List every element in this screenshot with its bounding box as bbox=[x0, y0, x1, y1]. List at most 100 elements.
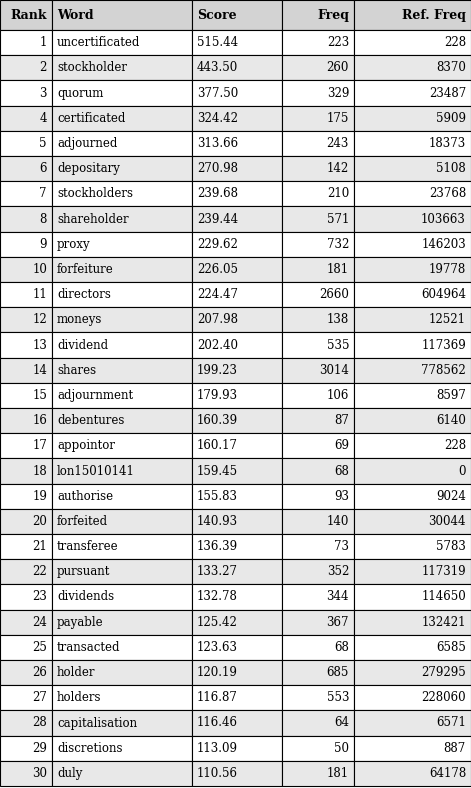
Text: 14: 14 bbox=[32, 364, 47, 377]
Text: discretions: discretions bbox=[57, 742, 122, 755]
Bar bbox=[52, 383, 192, 408]
Bar bbox=[354, 80, 471, 106]
Bar bbox=[282, 0, 354, 30]
Bar bbox=[282, 408, 354, 433]
Bar bbox=[192, 333, 282, 358]
Text: 12521: 12521 bbox=[429, 314, 466, 326]
Bar bbox=[192, 484, 282, 509]
Text: Word: Word bbox=[57, 9, 94, 21]
Bar bbox=[52, 635, 192, 660]
Text: forfeited: forfeited bbox=[57, 515, 108, 528]
Bar bbox=[354, 55, 471, 80]
Bar bbox=[282, 635, 354, 660]
Text: 117369: 117369 bbox=[421, 339, 466, 351]
Bar bbox=[282, 156, 354, 181]
Text: 160.17: 160.17 bbox=[197, 439, 238, 452]
Text: 64178: 64178 bbox=[429, 767, 466, 780]
Text: 324.42: 324.42 bbox=[197, 112, 238, 125]
Bar bbox=[354, 433, 471, 459]
Bar bbox=[282, 711, 354, 736]
Bar bbox=[282, 660, 354, 686]
Bar bbox=[282, 131, 354, 156]
Text: 132421: 132421 bbox=[422, 615, 466, 629]
Bar bbox=[0, 131, 52, 156]
Text: 5: 5 bbox=[40, 137, 47, 150]
Text: uncertificated: uncertificated bbox=[57, 36, 140, 49]
Bar bbox=[0, 408, 52, 433]
Text: 243: 243 bbox=[326, 137, 349, 150]
Bar bbox=[0, 80, 52, 106]
Bar bbox=[0, 736, 52, 760]
Bar bbox=[192, 711, 282, 736]
Text: 239.68: 239.68 bbox=[197, 188, 238, 200]
Bar bbox=[354, 307, 471, 333]
Bar bbox=[52, 131, 192, 156]
Bar bbox=[354, 509, 471, 534]
Text: 7: 7 bbox=[40, 188, 47, 200]
Bar bbox=[282, 736, 354, 760]
Text: 30: 30 bbox=[32, 767, 47, 780]
Text: 87: 87 bbox=[334, 414, 349, 427]
Bar bbox=[0, 660, 52, 686]
Text: 6585: 6585 bbox=[436, 641, 466, 654]
Text: 136.39: 136.39 bbox=[197, 540, 238, 553]
Bar bbox=[52, 660, 192, 686]
Text: 68: 68 bbox=[334, 464, 349, 478]
Bar bbox=[192, 181, 282, 206]
Bar bbox=[0, 206, 52, 232]
Bar bbox=[354, 181, 471, 206]
Text: 30044: 30044 bbox=[429, 515, 466, 528]
Bar bbox=[52, 55, 192, 80]
Bar bbox=[0, 232, 52, 257]
Bar bbox=[52, 585, 192, 610]
Text: 9: 9 bbox=[40, 238, 47, 251]
Bar bbox=[354, 106, 471, 131]
Text: 160.39: 160.39 bbox=[197, 414, 238, 427]
Text: 140: 140 bbox=[326, 515, 349, 528]
Text: 199.23: 199.23 bbox=[197, 364, 238, 377]
Text: 685: 685 bbox=[326, 666, 349, 679]
Bar bbox=[0, 257, 52, 282]
Text: 377.50: 377.50 bbox=[197, 87, 238, 99]
Bar bbox=[282, 55, 354, 80]
Text: 22: 22 bbox=[32, 565, 47, 578]
Bar bbox=[354, 459, 471, 484]
Text: 29: 29 bbox=[32, 742, 47, 755]
Bar bbox=[192, 257, 282, 282]
Bar bbox=[192, 760, 282, 786]
Text: 15: 15 bbox=[32, 389, 47, 402]
Bar bbox=[354, 760, 471, 786]
Text: 103663: 103663 bbox=[421, 213, 466, 225]
Text: 20: 20 bbox=[32, 515, 47, 528]
Bar bbox=[52, 0, 192, 30]
Bar bbox=[354, 0, 471, 30]
Text: 260: 260 bbox=[326, 61, 349, 74]
Text: 12: 12 bbox=[32, 314, 47, 326]
Bar bbox=[192, 206, 282, 232]
Text: 110.56: 110.56 bbox=[197, 767, 238, 780]
Text: 24: 24 bbox=[32, 615, 47, 629]
Bar bbox=[0, 585, 52, 610]
Text: 6571: 6571 bbox=[436, 716, 466, 730]
Bar bbox=[282, 433, 354, 459]
Bar bbox=[192, 509, 282, 534]
Text: 571: 571 bbox=[326, 213, 349, 225]
Bar bbox=[0, 610, 52, 635]
Text: 4: 4 bbox=[40, 112, 47, 125]
Bar bbox=[0, 760, 52, 786]
Bar bbox=[192, 686, 282, 711]
Bar bbox=[0, 156, 52, 181]
Text: payable: payable bbox=[57, 615, 104, 629]
Bar bbox=[52, 80, 192, 106]
Bar bbox=[0, 0, 52, 30]
Text: Ref. Freq: Ref. Freq bbox=[402, 9, 466, 21]
Text: 28: 28 bbox=[32, 716, 47, 730]
Bar bbox=[282, 181, 354, 206]
Text: 313.66: 313.66 bbox=[197, 137, 238, 150]
Text: shareholder: shareholder bbox=[57, 213, 129, 225]
Text: 116.87: 116.87 bbox=[197, 691, 238, 704]
Text: 279295: 279295 bbox=[421, 666, 466, 679]
Text: 202.40: 202.40 bbox=[197, 339, 238, 351]
Bar bbox=[354, 232, 471, 257]
Text: 778562: 778562 bbox=[421, 364, 466, 377]
